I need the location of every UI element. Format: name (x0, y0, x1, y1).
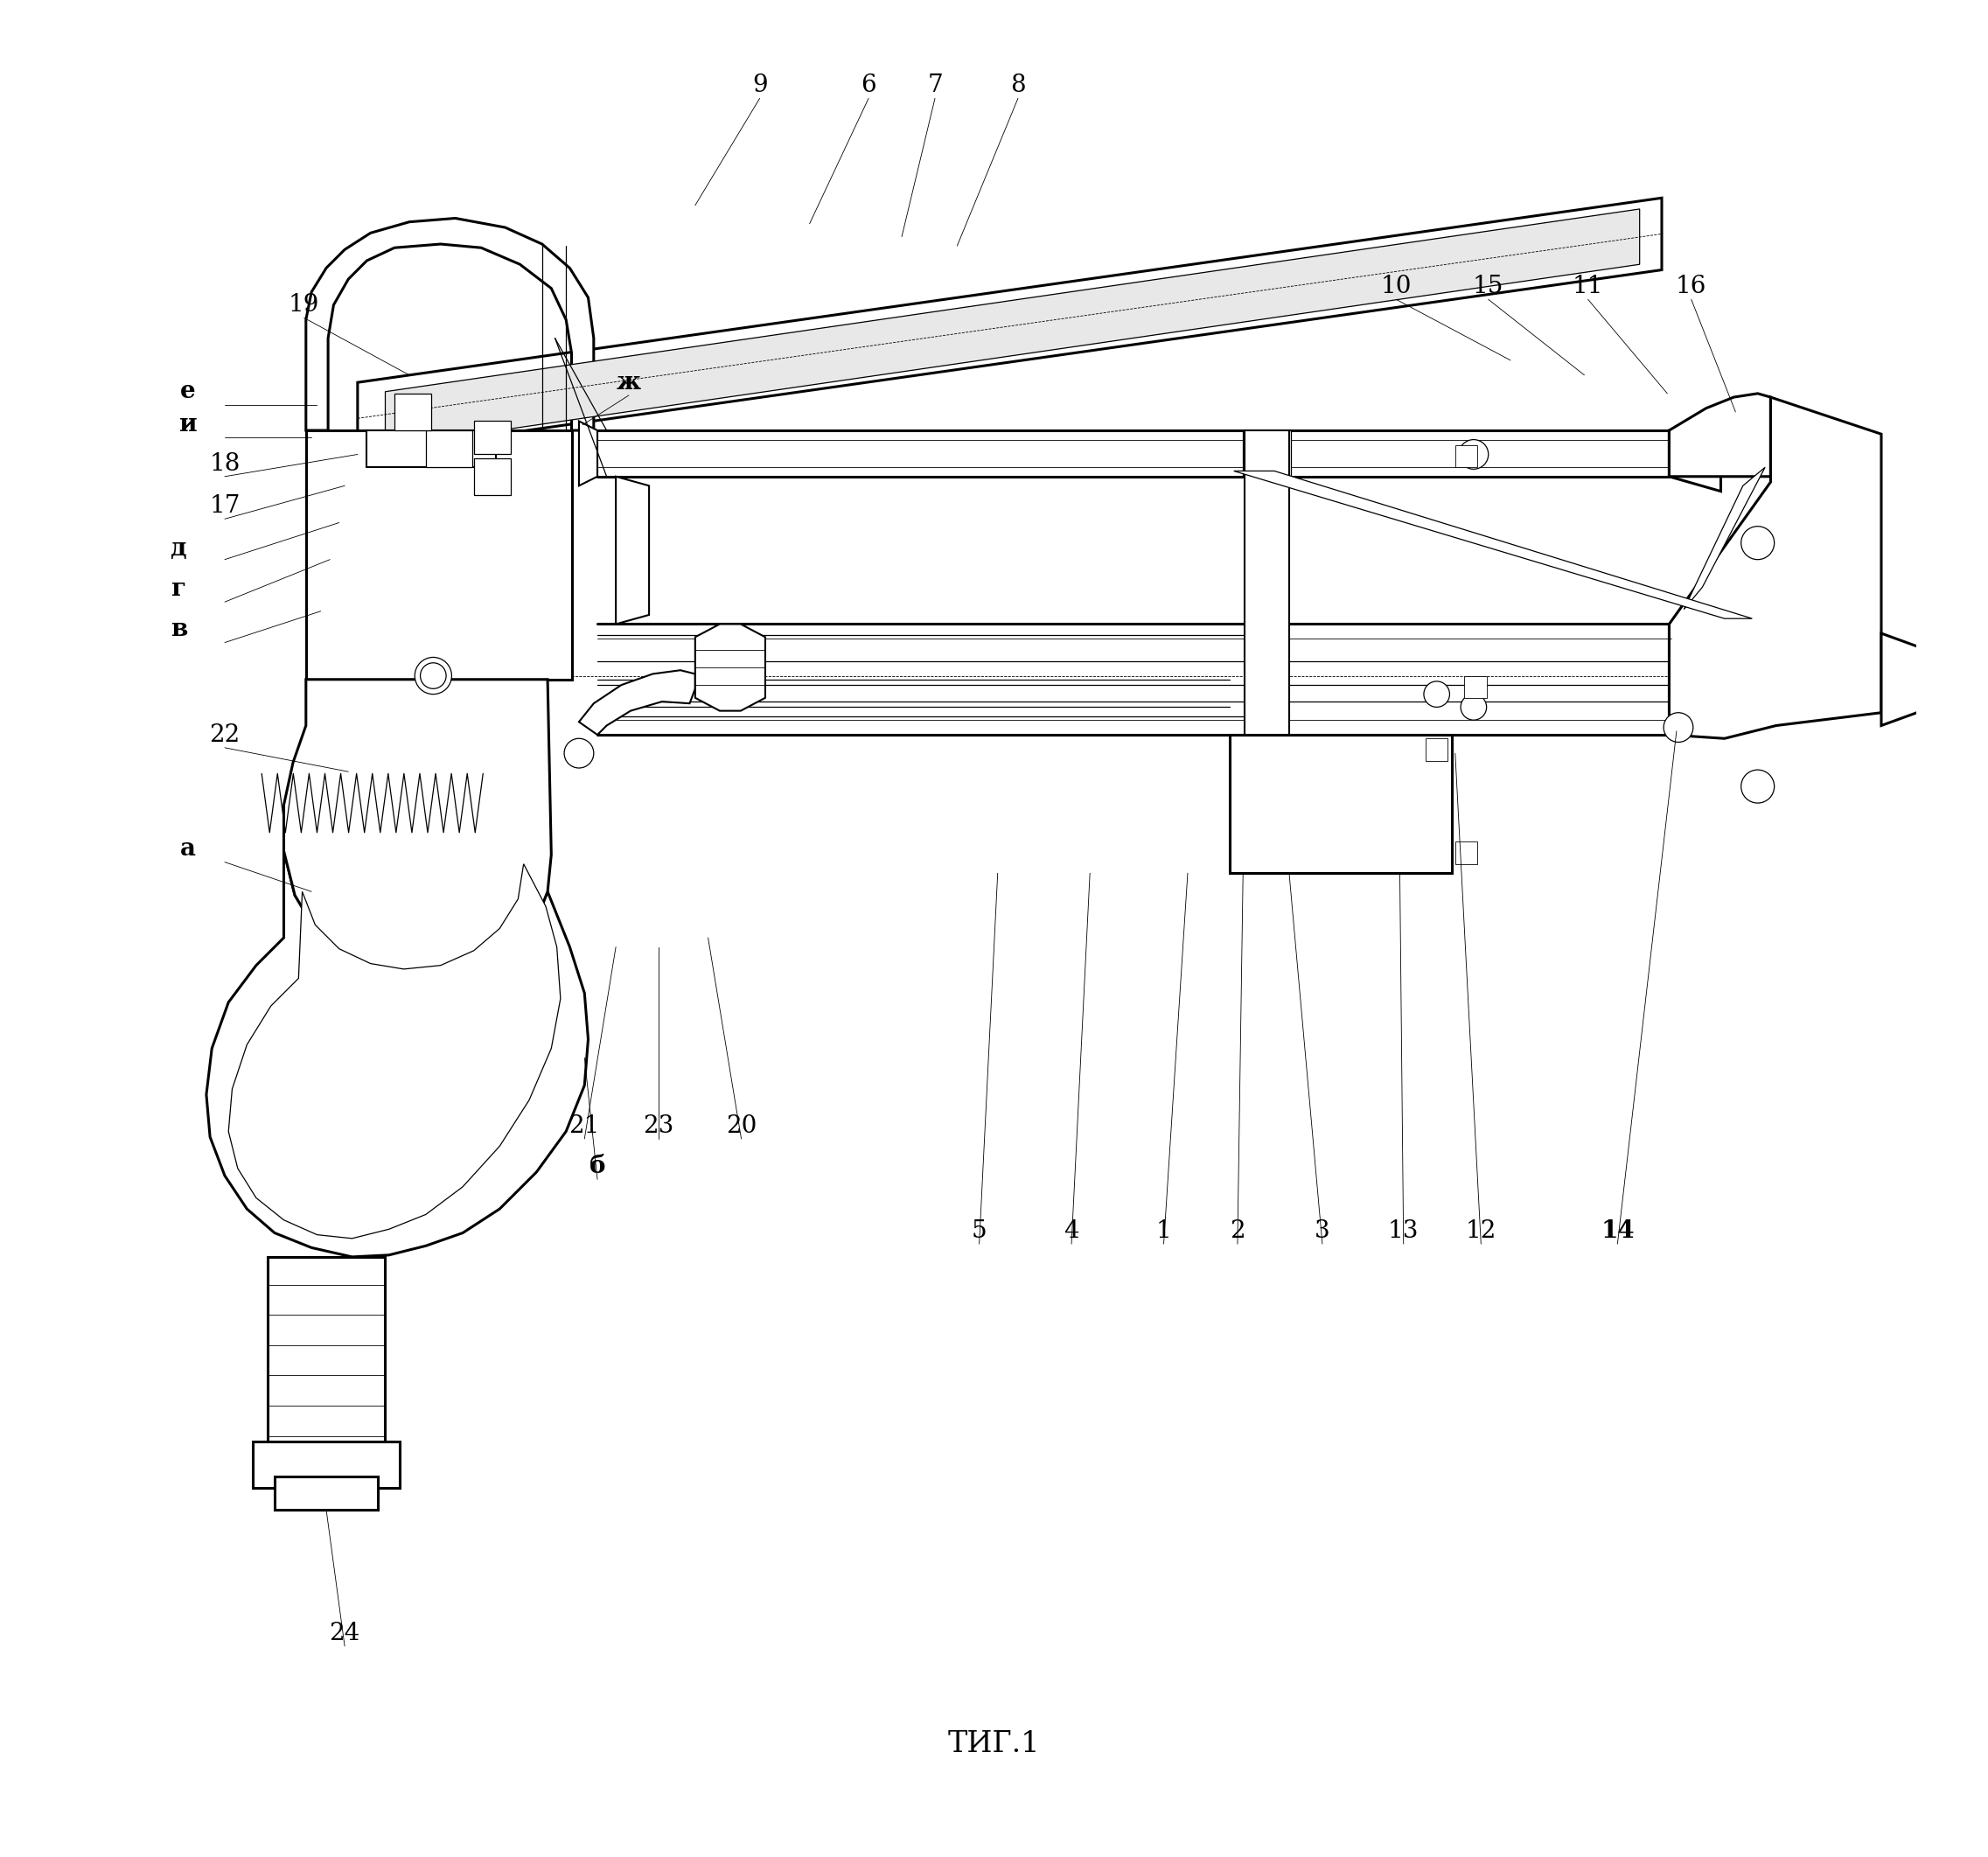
Text: 7: 7 (926, 74, 942, 97)
Circle shape (1741, 771, 1775, 802)
Polygon shape (1235, 472, 1751, 618)
Bar (1465, 676, 1487, 698)
Text: в: в (171, 618, 187, 641)
Text: 23: 23 (642, 1114, 674, 1138)
Polygon shape (306, 431, 573, 680)
Text: 6: 6 (861, 74, 877, 97)
Circle shape (1423, 682, 1449, 708)
Bar (1455, 841, 1477, 864)
Polygon shape (616, 477, 648, 624)
Polygon shape (1684, 468, 1765, 609)
Polygon shape (1242, 431, 1290, 477)
Polygon shape (306, 219, 594, 431)
Polygon shape (579, 670, 696, 735)
Bar (252, 1441, 400, 1487)
Polygon shape (579, 422, 598, 487)
Polygon shape (1670, 394, 1771, 477)
Bar (1455, 446, 1477, 468)
Text: 12: 12 (1465, 1220, 1497, 1242)
Polygon shape (1231, 735, 1451, 873)
Circle shape (419, 663, 445, 689)
Bar (394, 394, 431, 431)
Polygon shape (368, 431, 495, 468)
Polygon shape (229, 864, 561, 1239)
Circle shape (1459, 440, 1489, 470)
Bar (266, 1257, 386, 1454)
Text: и: и (179, 412, 197, 436)
Text: 9: 9 (751, 74, 767, 97)
Text: 5: 5 (972, 1220, 986, 1242)
Polygon shape (207, 851, 588, 1257)
Text: 4: 4 (1064, 1220, 1079, 1242)
Polygon shape (358, 199, 1662, 455)
Text: 16: 16 (1676, 275, 1708, 299)
Text: 14: 14 (1600, 1220, 1634, 1242)
Bar (425, 431, 471, 468)
Polygon shape (1670, 397, 1881, 739)
Text: 15: 15 (1473, 275, 1503, 299)
Text: 24: 24 (330, 1621, 360, 1645)
Polygon shape (1244, 431, 1288, 735)
Text: ΤИГ.1: ΤИГ.1 (948, 1731, 1040, 1759)
Bar (473, 459, 511, 496)
Text: 19: 19 (288, 293, 320, 318)
Polygon shape (1881, 633, 1988, 726)
Bar (473, 422, 511, 455)
Bar (1425, 739, 1447, 761)
Text: 2: 2 (1231, 1220, 1244, 1242)
Text: 1: 1 (1155, 1220, 1171, 1242)
Text: 17: 17 (209, 494, 241, 518)
Bar (274, 1476, 378, 1510)
Text: б: б (588, 1155, 606, 1179)
Circle shape (1664, 713, 1694, 743)
Circle shape (415, 657, 451, 695)
Text: г: г (171, 578, 187, 602)
Text: 10: 10 (1380, 275, 1411, 299)
Circle shape (565, 739, 594, 769)
Text: a: a (181, 838, 195, 862)
Text: 13: 13 (1388, 1220, 1419, 1242)
Polygon shape (386, 210, 1640, 448)
Circle shape (1461, 695, 1487, 721)
Polygon shape (284, 680, 551, 984)
Text: д: д (171, 537, 187, 561)
Text: 20: 20 (726, 1114, 757, 1138)
Circle shape (1741, 526, 1775, 559)
Text: 11: 11 (1573, 275, 1604, 299)
Text: ж: ж (616, 371, 640, 394)
Text: 21: 21 (569, 1114, 600, 1138)
Polygon shape (696, 624, 765, 711)
Text: e: e (181, 381, 195, 403)
Text: 22: 22 (209, 722, 241, 747)
Text: 8: 8 (1010, 74, 1026, 97)
Text: 18: 18 (209, 451, 241, 475)
Text: 3: 3 (1314, 1220, 1330, 1242)
Polygon shape (1670, 416, 1722, 492)
